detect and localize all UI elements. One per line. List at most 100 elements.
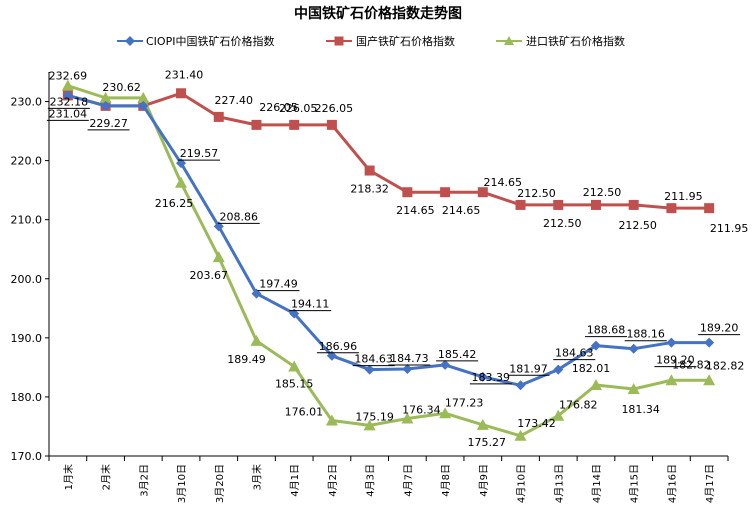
data-point <box>212 251 225 263</box>
data-label: 197.49 <box>259 278 298 291</box>
data-label: 186.96 <box>319 340 358 353</box>
data-point <box>402 363 413 374</box>
y-tick-label: 210.0 <box>11 214 43 227</box>
data-label: 203.67 <box>190 269 229 282</box>
data-point <box>402 187 413 198</box>
legend-label-ciopi: CIOPI中国铁矿石价格指数 <box>146 34 274 48</box>
x-tick-label: 4月15日 <box>629 464 641 503</box>
data-label: 216.25 <box>155 197 194 210</box>
data-label: 189.49 <box>227 353 266 366</box>
x-tick-label: 4月2日 <box>327 464 339 497</box>
series-line-1 <box>67 91 710 210</box>
data-label: 211.95 <box>664 190 703 203</box>
data-point <box>289 119 300 130</box>
data-point <box>364 165 375 176</box>
data-label: 188.16 <box>626 328 665 341</box>
legend: CIOPI中国铁矿石价格指数 国产铁矿石价格指数 进口铁矿石价格指数 <box>117 34 625 48</box>
series-line-0 <box>67 93 710 387</box>
data-label: 185.15 <box>275 377 314 390</box>
data-label: 182.82 <box>706 359 745 372</box>
data-label: 214.65 <box>396 204 435 217</box>
data-point <box>326 119 337 130</box>
data-point <box>590 199 601 210</box>
data-point <box>553 364 564 375</box>
data-label: 212.50 <box>517 187 556 200</box>
data-point <box>703 374 716 386</box>
data-label: 231.04 <box>49 107 88 120</box>
data-label: 226.05 <box>315 102 354 115</box>
data-point <box>666 337 677 348</box>
data-point <box>62 90 73 101</box>
data-label: 189.20 <box>700 322 739 335</box>
legend-marker-domestic <box>334 36 344 46</box>
data-point <box>440 359 451 370</box>
x-tick-label: 4月10日 <box>516 464 528 503</box>
x-tick-label: 4月16日 <box>666 464 678 503</box>
y-tick-label: 230.0 <box>11 96 43 109</box>
data-point <box>590 340 601 351</box>
data-label: 175.27 <box>468 436 507 449</box>
series-layer <box>61 79 716 441</box>
legend-marker-imported <box>504 36 514 45</box>
data-point <box>175 176 188 188</box>
data-label: 182.82 <box>672 358 711 371</box>
data-label: 214.65 <box>484 176 523 189</box>
data-point <box>514 429 527 441</box>
data-label: 231.40 <box>165 68 204 81</box>
data-label: 230.62 <box>102 81 141 94</box>
x-tick-label: 3月20日 <box>214 464 226 503</box>
data-point <box>99 91 112 103</box>
data-label: 226.05 <box>279 102 318 115</box>
x-tick-label: 4月13日 <box>553 464 565 503</box>
data-point <box>704 337 715 348</box>
data-point <box>250 334 263 346</box>
data-label: 214.65 <box>442 204 481 217</box>
x-tick-label: 3月2日 <box>138 464 150 497</box>
data-point <box>552 409 565 421</box>
data-label: 184.73 <box>390 352 429 365</box>
x-tick-label: 4月14日 <box>591 464 603 503</box>
series-line-2 <box>67 84 710 438</box>
data-point <box>589 379 602 391</box>
data-point <box>515 380 526 391</box>
x-tick-label: 4月7日 <box>402 464 414 497</box>
data-label: 194.11 <box>291 298 330 311</box>
data-label: 212.50 <box>543 217 582 230</box>
legend-label-domestic: 国产铁矿石价格指数 <box>356 34 455 48</box>
data-point <box>440 187 451 198</box>
y-tick-label: 180.0 <box>11 391 43 404</box>
data-label: 181.97 <box>509 362 548 375</box>
data-point <box>288 360 301 372</box>
data-point <box>477 187 488 198</box>
x-tick-label: 3月10日 <box>176 464 188 503</box>
x-tick-label: 4月8日 <box>440 464 452 497</box>
data-label: 189.20 <box>656 354 695 367</box>
data-point <box>439 407 452 419</box>
data-label: 232.69 <box>49 70 88 83</box>
data-point <box>138 100 149 111</box>
y-tick-label: 200.0 <box>11 273 43 286</box>
x-ticks: 1月末 2月末 3月2日 3月10日 3月20日 3月末 4月1日 4月2日 4月3日 4月7日 4… <box>48 456 729 503</box>
data-point <box>61 79 74 91</box>
y-tick-label: 190.0 <box>11 332 43 345</box>
data-label: 188.68 <box>587 324 626 337</box>
data-label: 229.27 <box>89 117 128 130</box>
data-label: 211.95 <box>710 222 749 235</box>
data-point <box>363 419 376 431</box>
data-point <box>553 199 564 210</box>
data-label: 226.05 <box>259 101 298 114</box>
data-label: 176.82 <box>559 399 598 412</box>
x-tick-label: 4月17日 <box>704 464 716 503</box>
x-tick-label: 4月1日 <box>289 464 301 497</box>
data-point <box>325 414 338 426</box>
data-point <box>213 111 224 122</box>
data-label: 185.42 <box>438 348 477 361</box>
data-label: 183.39 <box>472 371 511 384</box>
data-label: 181.34 <box>621 403 660 416</box>
data-point <box>251 119 262 130</box>
data-label: 184.63 <box>354 353 393 366</box>
data-point <box>137 91 150 103</box>
data-label: 227.40 <box>215 94 254 107</box>
data-label: 212.50 <box>618 219 657 232</box>
data-point <box>628 343 639 354</box>
